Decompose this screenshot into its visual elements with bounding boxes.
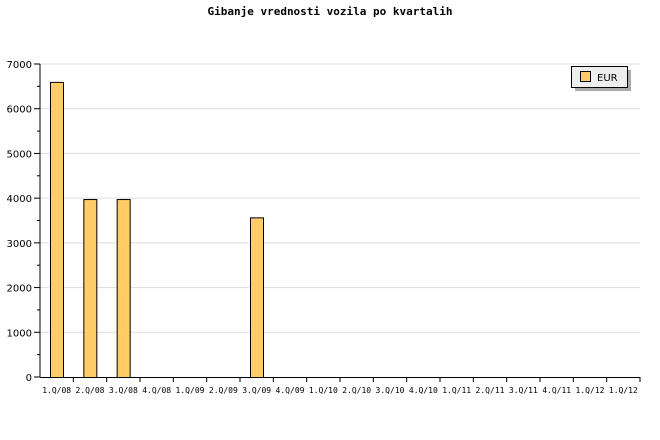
x-tick-label: 4.Q/10 [409, 386, 438, 395]
x-tick-label: 1.Q/09 [176, 386, 205, 395]
y-tick-label: 6000 [7, 105, 32, 116]
x-tick-label: 1.Q/08 [42, 386, 71, 395]
y-tick-label: 0 [26, 373, 32, 384]
y-tick-label: 4000 [7, 194, 32, 205]
bar [83, 199, 98, 378]
legend-swatch [580, 71, 591, 82]
x-tick-label: 2.Q/11 [476, 386, 505, 395]
x-tick-label: 1.Q/10 [309, 386, 338, 395]
x-tick-label: 3.Q/10 [376, 386, 405, 395]
x-tick-label: 2.Q/10 [342, 386, 371, 395]
bar [116, 199, 131, 378]
y-tick-label: 5000 [7, 149, 32, 160]
x-tick-label: 4.Q/11 [542, 386, 571, 395]
x-tick-label: 1.Q/12 [609, 386, 638, 395]
x-tick-label: 3.Q/11 [509, 386, 538, 395]
x-tick-label: 4.Q/08 [142, 386, 171, 395]
x-tick-label: 4.Q/09 [276, 386, 305, 395]
legend-label: EUR [597, 73, 618, 84]
chart-title: Gibanje vrednosti vozila po kvartalih [207, 5, 453, 18]
y-tick-label: 7000 [7, 60, 32, 71]
x-tick-label: 2.Q/09 [209, 386, 238, 395]
y-tick-label: 3000 [7, 239, 32, 250]
y-tick-label: 1000 [7, 328, 32, 339]
x-tick-label: 1.Q/11 [442, 386, 471, 395]
x-tick-label: 1.Q/12 [576, 386, 605, 395]
x-tick-label: 2.Q/08 [76, 386, 105, 395]
bar [250, 217, 264, 378]
bar [50, 81, 64, 378]
x-tick-label: 3.Q/09 [242, 386, 271, 395]
x-tick-label: 3.Q/08 [109, 386, 138, 395]
y-tick-label: 2000 [7, 284, 32, 295]
